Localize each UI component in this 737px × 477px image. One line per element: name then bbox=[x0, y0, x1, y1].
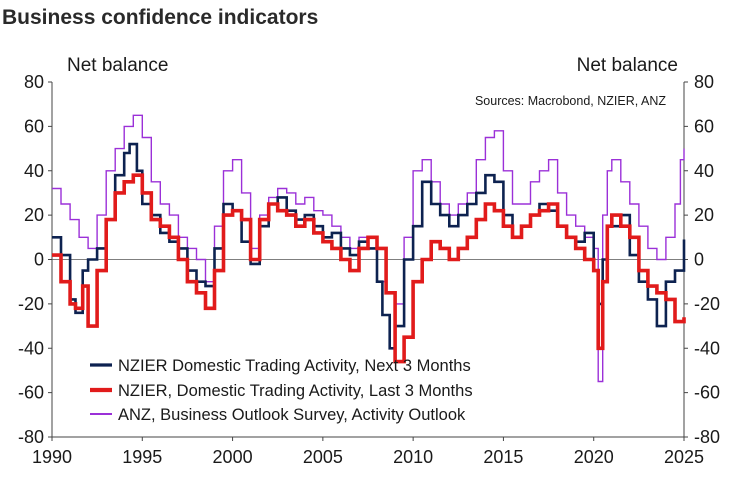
y-tick-label-left: -40 bbox=[18, 338, 44, 358]
legend-label-1: NZIER Domestic Trading Activity, Next 3 … bbox=[118, 357, 471, 375]
y-tick-label-right: -80 bbox=[694, 427, 720, 447]
y-tick-label-right: -60 bbox=[694, 383, 720, 403]
right-axis-label: Net balance bbox=[577, 55, 678, 76]
series-line-2 bbox=[52, 173, 686, 364]
y-tick-label-right: 40 bbox=[694, 161, 714, 181]
y-tick-label-right: 0 bbox=[694, 250, 704, 270]
x-tick-label: 2015 bbox=[483, 447, 523, 467]
y-tick-label-left: -20 bbox=[18, 294, 44, 314]
y-tick-label-right: 20 bbox=[694, 205, 714, 225]
legend-label-3: ANZ, Business Outlook Survey, Activity O… bbox=[118, 406, 466, 424]
y-tick-label-right: -20 bbox=[694, 294, 720, 314]
left-axis-label: Net balance bbox=[67, 55, 168, 76]
y-tick-label-left: 20 bbox=[24, 205, 44, 225]
y-tick-label-left: -80 bbox=[18, 427, 44, 447]
x-tick-label: 2020 bbox=[574, 447, 614, 467]
y-tick-label-left: 60 bbox=[24, 116, 44, 136]
y-tick-label-right: 60 bbox=[694, 116, 714, 136]
x-tick-label: 2005 bbox=[303, 447, 343, 467]
y-tick-label-left: 0 bbox=[34, 250, 44, 270]
x-tick-label: 1995 bbox=[122, 447, 162, 467]
y-tick-label-left: -60 bbox=[18, 383, 44, 403]
y-tick-label-right: 80 bbox=[694, 72, 714, 92]
chart-title: Business confidence indicators bbox=[2, 6, 318, 29]
x-tick-label: 2010 bbox=[393, 447, 433, 467]
y-tick-label-left: 40 bbox=[24, 161, 44, 181]
legend-label-2: NZIER, Domestic Trading Activity, Last 3… bbox=[118, 382, 473, 400]
legend: NZIER Domestic Trading Activity, Next 3 … bbox=[90, 357, 473, 424]
x-tick-label: 2025 bbox=[664, 447, 704, 467]
y-tick-label-left: 80 bbox=[24, 72, 44, 92]
source-note: Sources: Macrobond, NZIER, ANZ bbox=[475, 94, 666, 108]
x-tick-label: 2000 bbox=[213, 447, 253, 467]
x-tick-label: 1990 bbox=[32, 447, 72, 467]
series-layer bbox=[52, 114, 686, 383]
y-tick-label-right: -40 bbox=[694, 338, 720, 358]
